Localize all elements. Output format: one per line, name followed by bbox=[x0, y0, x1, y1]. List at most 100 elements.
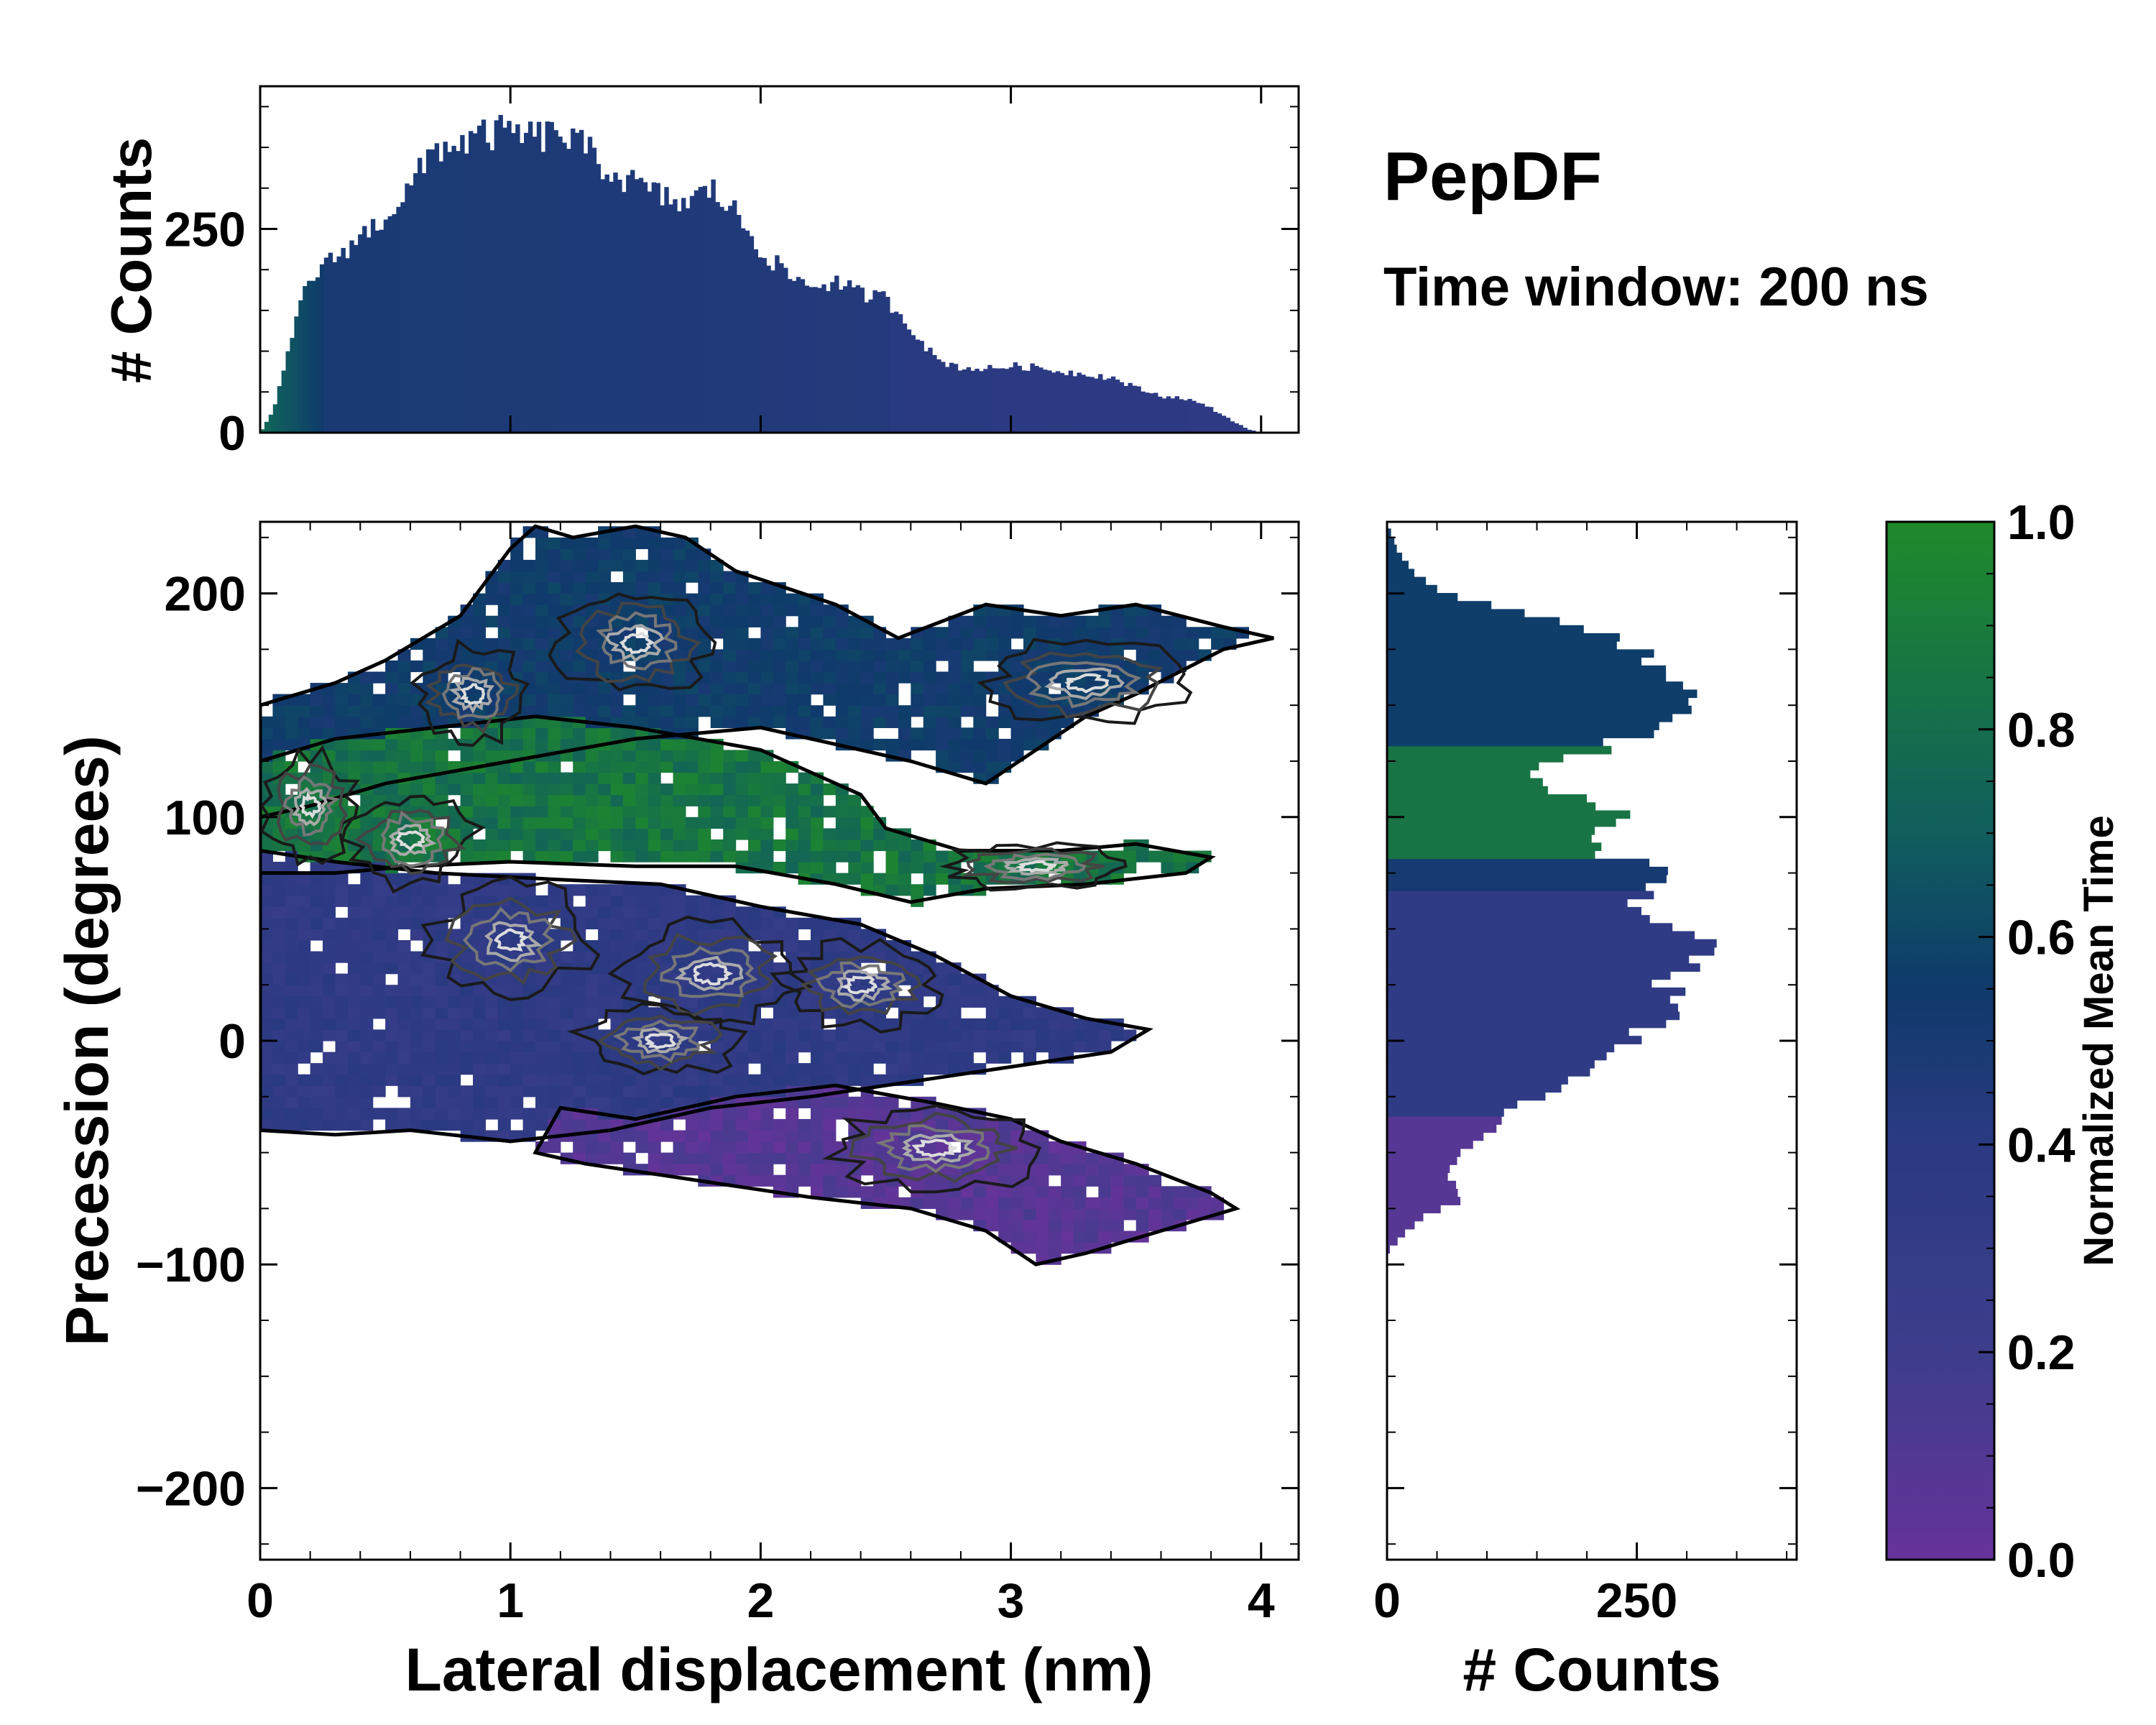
right-x-tick-label: 0 bbox=[1373, 1573, 1401, 1628]
heatmap-cell bbox=[673, 694, 686, 706]
heatmap-cell bbox=[635, 772, 649, 784]
right-hist-bar bbox=[1387, 569, 1414, 578]
heatmap-cell bbox=[660, 1074, 674, 1086]
heatmap-cell bbox=[698, 683, 711, 695]
heatmap-cell bbox=[1048, 627, 1061, 639]
heatmap-cell bbox=[372, 772, 386, 784]
heatmap-cell bbox=[347, 951, 361, 963]
heatmap-cell bbox=[522, 649, 536, 661]
right-hist-bar bbox=[1387, 1229, 1406, 1238]
heatmap-cell bbox=[1023, 1197, 1036, 1209]
heatmap-cell bbox=[310, 727, 323, 740]
heatmap-cell bbox=[748, 615, 761, 627]
top-hist-bar bbox=[928, 347, 933, 433]
heatmap-cell bbox=[698, 1164, 711, 1176]
density-contour bbox=[939, 841, 1128, 892]
heatmap-cell bbox=[923, 694, 936, 706]
top-hist-bar bbox=[975, 369, 980, 433]
heatmap-cell bbox=[497, 839, 511, 852]
heatmap-cell bbox=[823, 1164, 837, 1176]
heatmap-cell bbox=[298, 1074, 311, 1086]
heatmap-cell bbox=[673, 1096, 686, 1108]
heatmap-cell bbox=[260, 884, 273, 896]
heatmap-cell bbox=[360, 716, 374, 728]
heatmap-cell bbox=[923, 683, 936, 695]
heatmap-cell bbox=[1048, 1041, 1061, 1053]
heatmap-cell bbox=[622, 1074, 636, 1086]
heatmap-cell bbox=[898, 850, 911, 862]
heatmap-cell bbox=[898, 1041, 911, 1053]
heatmap-cell bbox=[485, 1018, 499, 1031]
heatmap-cell bbox=[285, 1041, 298, 1053]
heatmap-cell bbox=[560, 772, 573, 784]
heatmap-cell bbox=[648, 1074, 661, 1086]
heatmap-cell bbox=[548, 1018, 561, 1031]
heatmap-cell bbox=[885, 649, 899, 661]
top-hist-bar bbox=[536, 121, 542, 433]
heatmap-cell bbox=[635, 1130, 649, 1142]
density-contour bbox=[1064, 673, 1110, 694]
heatmap-cell bbox=[347, 906, 361, 919]
heatmap-cell bbox=[835, 850, 849, 862]
heatmap-cell bbox=[835, 1029, 849, 1041]
heatmap-cell bbox=[372, 761, 386, 773]
heatmap-cell bbox=[360, 1018, 374, 1031]
heatmap-cell bbox=[710, 839, 724, 852]
heatmap-cell bbox=[622, 1085, 636, 1098]
heatmap-cell bbox=[598, 548, 612, 561]
heatmap-cell bbox=[285, 951, 298, 963]
heatmap-cell bbox=[760, 828, 774, 840]
heatmap-cell bbox=[598, 537, 612, 549]
right-hist-bar bbox=[1387, 625, 1584, 634]
heatmap-cell bbox=[448, 772, 461, 784]
heatmap-cell bbox=[535, 761, 548, 773]
heatmap-cell bbox=[1023, 1208, 1036, 1220]
heatmap-cell bbox=[410, 929, 423, 941]
heatmap-cell bbox=[372, 1052, 386, 1064]
heatmap-cell bbox=[1161, 638, 1174, 650]
heatmap-cell bbox=[1036, 1018, 1049, 1031]
density-contour bbox=[911, 1138, 957, 1158]
heatmap-cell bbox=[685, 906, 699, 919]
heatmap-cell bbox=[272, 761, 286, 773]
heatmap-cell bbox=[760, 660, 774, 673]
top-hist-bar bbox=[1106, 378, 1112, 433]
top-hist-bar bbox=[1209, 407, 1214, 433]
heatmap-cell bbox=[1173, 627, 1187, 639]
heatmap-cell bbox=[323, 1018, 336, 1031]
heatmap-cell bbox=[998, 1186, 1012, 1198]
top-hist-bar bbox=[694, 190, 699, 433]
heatmap-cell bbox=[835, 1074, 849, 1086]
heatmap-cell bbox=[285, 940, 298, 952]
heatmap-cell bbox=[635, 571, 649, 583]
heatmap-cell bbox=[1036, 705, 1049, 717]
heatmap-cell bbox=[598, 895, 612, 907]
heatmap-cell bbox=[585, 1096, 599, 1108]
heatmap-cell bbox=[1086, 1029, 1099, 1041]
heatmap-cell bbox=[497, 1108, 511, 1120]
heatmap-cell bbox=[998, 1118, 1012, 1131]
heatmap-cell bbox=[748, 962, 761, 975]
heatmap-cell bbox=[898, 1029, 911, 1041]
heatmap-cell bbox=[923, 638, 936, 650]
heatmap-cell bbox=[1086, 1152, 1099, 1164]
top-hist-bar bbox=[992, 368, 997, 433]
top-hist-bar bbox=[1081, 374, 1086, 433]
heatmap-cell bbox=[798, 1130, 811, 1142]
heatmap-cell bbox=[1061, 1242, 1074, 1254]
heatmap-cell bbox=[698, 1118, 711, 1131]
heatmap-cell bbox=[710, 1141, 724, 1154]
top-hist-bar bbox=[469, 131, 474, 433]
heatmap-cell bbox=[610, 1141, 624, 1154]
heatmap-cell bbox=[898, 638, 911, 650]
heatmap-cell bbox=[948, 1063, 962, 1075]
heatmap-cell bbox=[347, 1108, 361, 1120]
heatmap-cell bbox=[410, 1041, 423, 1053]
heatmap-cell bbox=[573, 995, 586, 1008]
heatmap-cell bbox=[786, 806, 799, 818]
heatmap-cell bbox=[1135, 1220, 1149, 1232]
heatmap-cell bbox=[873, 1052, 887, 1064]
heatmap-cell bbox=[811, 615, 824, 627]
heatmap-cell bbox=[673, 940, 686, 952]
heatmap-cell bbox=[936, 683, 949, 695]
